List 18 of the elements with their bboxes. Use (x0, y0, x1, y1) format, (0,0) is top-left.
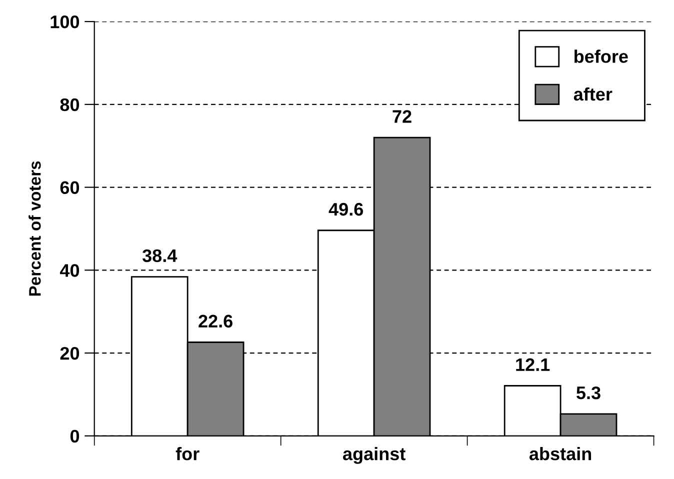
y-tick-label: 40 (60, 264, 80, 277)
y-tick-label: 20 (60, 346, 80, 360)
data-label: 38.4 (142, 249, 178, 262)
y-tick-label: 60 (60, 181, 80, 194)
legend-label: before (574, 50, 628, 63)
x-tick-label: for (176, 447, 200, 460)
data-label: 49.6 (328, 202, 364, 216)
x-tick-label: abstain (529, 447, 592, 460)
y-axis-title: Percent of voters (28, 161, 41, 296)
y-tick-label: 80 (60, 98, 80, 112)
y-tick-label: 0 (70, 430, 80, 443)
legend-label: after (574, 87, 612, 101)
y-tick-label: 100 (50, 15, 80, 28)
data-label: 12.1 (516, 358, 550, 371)
data-label: 22.6 (198, 314, 232, 328)
data-label: 5.3 (576, 386, 600, 400)
x-tick-label: against (343, 447, 406, 464)
data-label: 72 (392, 110, 412, 123)
